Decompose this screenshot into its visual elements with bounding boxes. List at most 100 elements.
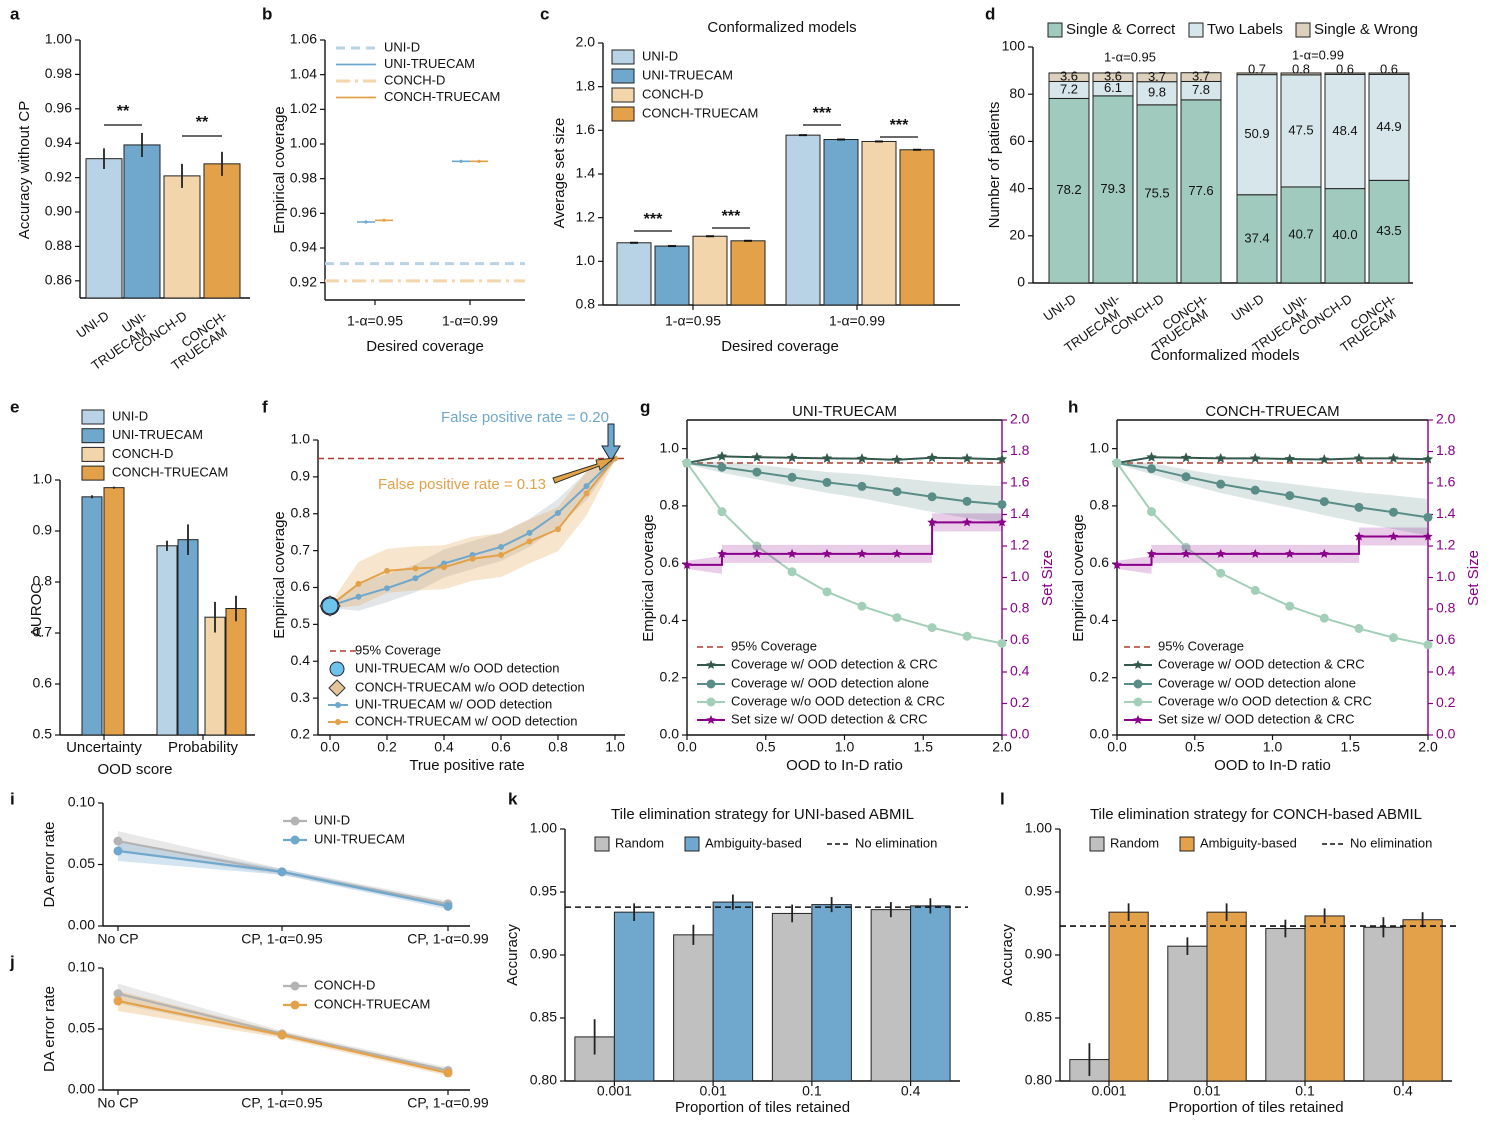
y-tick-label: 1.8: [576, 77, 596, 93]
bar-Ambiguity-based: [1108, 911, 1149, 1082]
segment-value: 3.7: [1148, 69, 1166, 84]
series-point: [384, 567, 390, 574]
series-point: [1388, 452, 1399, 463]
y-tick-label: 0.85: [1025, 1009, 1052, 1025]
bar: [204, 616, 226, 736]
legend-swatch: [81, 446, 105, 462]
y-tick-label: 0.96: [45, 100, 72, 116]
x-tick-label: 2.0: [1418, 739, 1438, 755]
y-axis-label: DA error rate: [41, 986, 58, 1072]
legend-label: Set size w/ OOD detection & CRC: [731, 711, 928, 726]
y-tick-label: 0.10: [68, 794, 95, 810]
x-tick-label: CP, 1-α=0.99: [407, 1095, 489, 1111]
y-tick-label: 40: [1009, 179, 1025, 195]
segment-single-correct: [1280, 186, 1322, 284]
y2-tick-label: 1.4: [1436, 505, 1456, 521]
legend-label: CONCH-D: [314, 977, 375, 992]
segment-single-wrong: [1280, 72, 1322, 76]
bar-Random: [771, 912, 813, 1082]
bar: [156, 545, 178, 736]
series-point: [526, 529, 533, 536]
x-tick-label: 1.0: [1263, 739, 1283, 755]
series-point: [856, 453, 868, 464]
series-point: [1423, 640, 1433, 650]
panel-label-a: a: [10, 4, 20, 23]
legend-swatch: [1133, 679, 1143, 689]
y-tick-label: 0.6: [33, 675, 53, 691]
series-line: [1116, 456, 1429, 464]
y-tick-label: 0.8: [33, 573, 53, 589]
series-line: [1116, 461, 1429, 519]
series-line: [686, 455, 1003, 464]
series-point: [1216, 568, 1226, 578]
y-axis-label: DA error rate: [41, 822, 58, 908]
bar-Random: [1363, 926, 1404, 1082]
bar-UNI-D: [616, 242, 652, 306]
segment-value: 7.8: [1192, 82, 1210, 97]
legend-label: 95% Coverage: [731, 638, 817, 653]
coverage-point: [459, 159, 463, 163]
legend-swatch: [1133, 697, 1143, 707]
significance-label: **: [196, 114, 209, 131]
segment-two-labels: [1280, 74, 1322, 188]
segment-value: 3.6: [1104, 69, 1122, 84]
y-tick-label: 1.00: [290, 135, 317, 151]
legend-label: CONCH-TRUECAM: [112, 465, 228, 480]
segment-single-correct: [1368, 179, 1410, 284]
series-point: [1112, 458, 1122, 468]
y-tick-label: 0.9: [291, 468, 311, 484]
series-point: [891, 454, 903, 465]
series-point: [787, 567, 797, 577]
bar-Random: [1265, 928, 1306, 1082]
series-point: [752, 541, 762, 551]
panel-label-h: h: [1068, 397, 1078, 416]
y-tick-label: 0.8: [660, 497, 680, 513]
y-tick-label: 0.4: [660, 611, 680, 627]
x-tick-label: CP, 1-α=0.95: [241, 1095, 323, 1111]
series-point: [717, 462, 727, 472]
y2-tick-label: 0.8: [1010, 600, 1030, 616]
legend-label: UNI-TRUECAM: [314, 831, 405, 846]
bar-Random: [1167, 945, 1208, 1082]
series-line: [686, 462, 1003, 645]
y-axis-label: Average set size: [551, 118, 568, 229]
series-point: [384, 585, 390, 592]
y-tick-label: 0.5: [291, 615, 311, 631]
bar-CONCH-TRUECAM: [203, 163, 241, 299]
significance-label: ***: [722, 208, 741, 225]
legend-swatch: [335, 702, 341, 708]
y2-tick-label: 2.0: [1010, 411, 1030, 427]
x-tick-label: Probability: [168, 739, 239, 756]
legend-swatch: [611, 106, 635, 122]
y-tick-label: 20: [1009, 227, 1025, 243]
y-tick-label: 1.02: [290, 100, 317, 116]
segment-value: 37.4: [1244, 230, 1269, 245]
segment-single-wrong: [1136, 72, 1178, 83]
x-axis-label: Proportion of tiles retained: [675, 1099, 850, 1116]
coverage-point: [364, 220, 368, 224]
legend-swatch: [1047, 22, 1063, 38]
series-point: [892, 548, 902, 558]
y-tick-label: 0.90: [530, 946, 557, 962]
y2-tick-label: 1.2: [1436, 537, 1456, 553]
y-axis-label: Accuracy: [999, 924, 1016, 986]
legend-label: UNI-D: [314, 812, 350, 827]
x-tick-label: 0.0: [1107, 739, 1127, 755]
y-tick-label: 1.4: [576, 165, 596, 181]
legend-label: UNI-TRUECAM: [384, 56, 475, 71]
segment-value: 47.5: [1288, 122, 1313, 137]
legend-swatch: [290, 981, 300, 991]
legend-label: Random: [1110, 835, 1159, 850]
y2-tick-label: 0.8: [1436, 600, 1456, 616]
series-point: [355, 580, 362, 587]
y-tick-label: 1.6: [576, 121, 596, 137]
series-point: [1388, 507, 1398, 517]
chart-title: Tile elimination strategy for CONCH-base…: [1090, 806, 1422, 823]
series-point: [1354, 531, 1364, 541]
panel-label-l: l: [1000, 789, 1005, 808]
y-tick-label: 0.85: [530, 1009, 557, 1025]
x-tick-label: 1-α=0.95: [347, 313, 403, 329]
legend-swatch: [706, 697, 716, 707]
legend-swatch: [611, 87, 635, 103]
series-point: [1354, 502, 1364, 512]
